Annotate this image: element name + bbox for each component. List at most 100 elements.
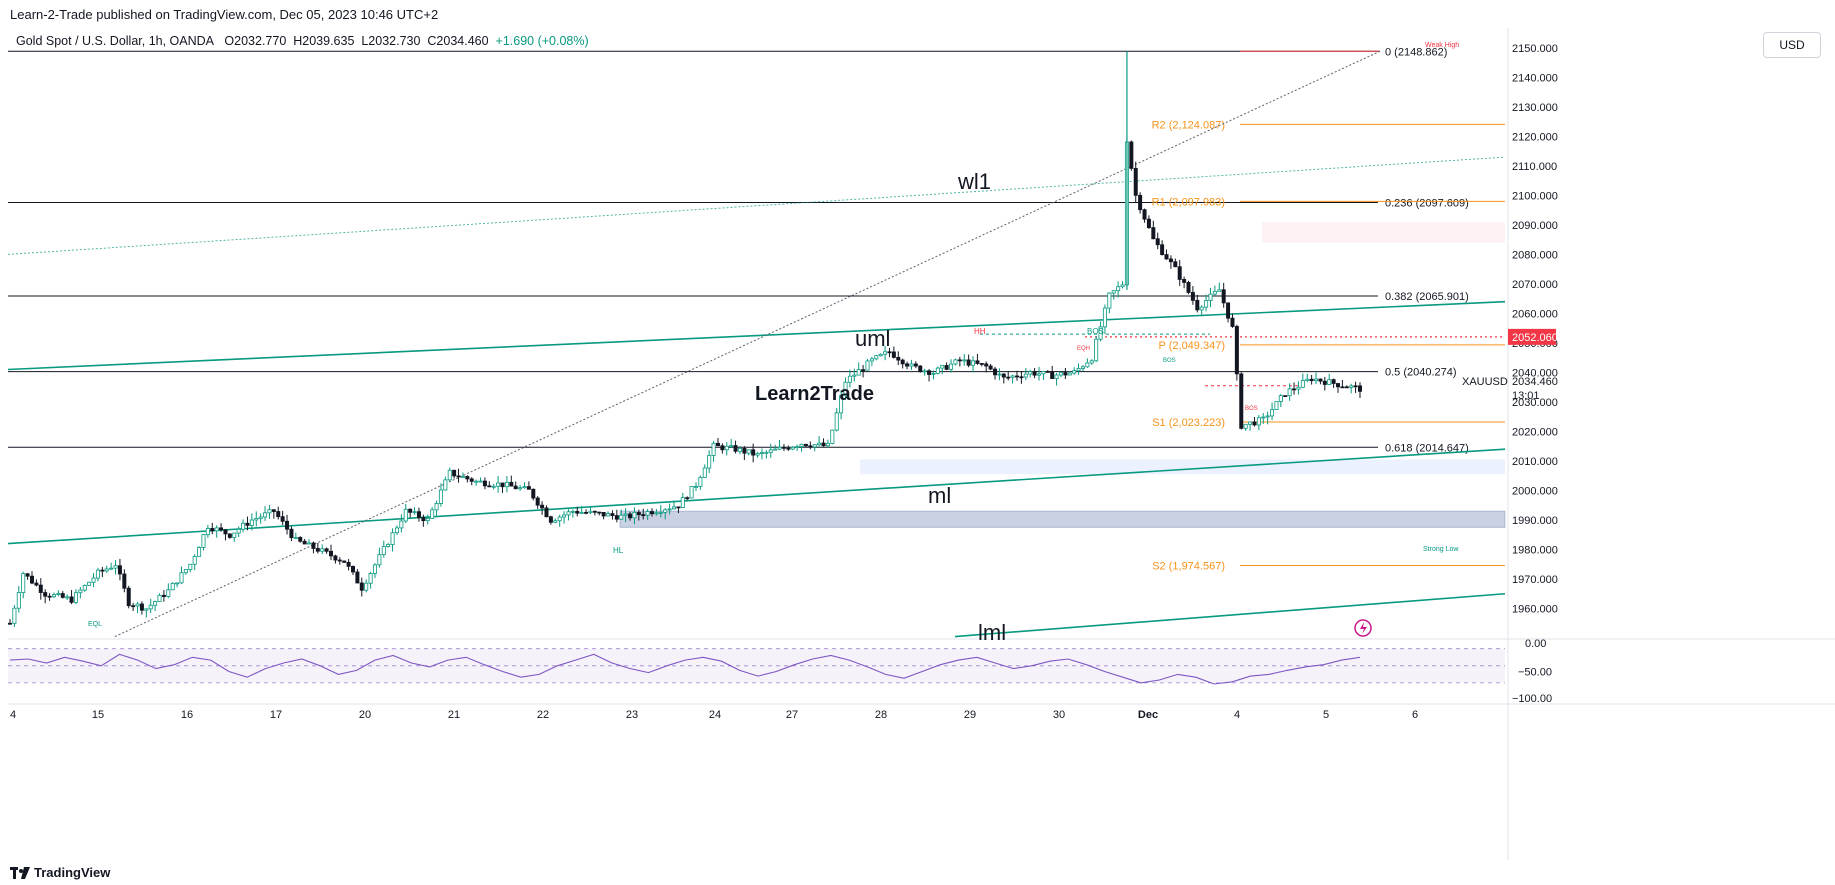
fib-level-label: 0 (2148.862) (1385, 46, 1447, 58)
rsi-tick-label: −100.00 (1512, 693, 1552, 705)
pivot-level-label: S1 (2,023.223) (1152, 417, 1225, 429)
candle-body (236, 528, 241, 534)
candle-body (1023, 373, 1028, 378)
candle-body (768, 449, 773, 453)
candle-body (993, 368, 998, 376)
candle-body (1164, 254, 1169, 260)
candle-body (390, 532, 395, 545)
candle-body (1221, 289, 1226, 304)
candle-body (12, 607, 17, 624)
candle-body (205, 528, 210, 536)
candle-body (1226, 302, 1231, 319)
x-tick-label: 17 (270, 709, 282, 721)
candle-body (1089, 360, 1094, 364)
candle-body (333, 555, 338, 561)
candle-body (1098, 326, 1103, 340)
candle-body (386, 544, 391, 547)
candle-body (650, 511, 655, 515)
candle-body (109, 567, 114, 570)
candle-body (1274, 401, 1279, 410)
watermark-logo: Learn2Trade (755, 383, 874, 405)
candle-body (324, 548, 329, 552)
price-axis: 1960.000 1970.000 1980.000 1990.000 2000.000… (1508, 43, 1558, 615)
candle-body (1182, 279, 1187, 283)
candle-body (430, 509, 435, 519)
candle-body (953, 359, 958, 365)
candle-body (280, 516, 285, 522)
alert-price-tag (1508, 328, 1556, 345)
candle-body (1248, 421, 1253, 425)
candle-body (566, 511, 571, 516)
candle-body (359, 582, 364, 591)
candle-body (693, 485, 698, 488)
tradingview-logo-icon[interactable] (10, 867, 32, 879)
candle-body (922, 370, 927, 373)
candle-body (170, 582, 175, 591)
candle-body (830, 429, 835, 444)
candle-body (852, 374, 857, 377)
candle-body (1336, 383, 1341, 388)
candle-body (16, 592, 21, 609)
bos-red-label: BOS (1245, 406, 1258, 412)
candle-body (808, 445, 813, 448)
candle-body (7, 622, 12, 625)
weak-high-label: Weak High (1425, 42, 1459, 49)
candle-body (1358, 385, 1363, 392)
candle-body (1045, 371, 1050, 373)
candle-body (1168, 258, 1173, 263)
candle-body (311, 542, 316, 549)
candle-body (148, 604, 153, 610)
candle-body (1305, 378, 1310, 381)
candle-body (302, 540, 307, 545)
candle-body (1199, 306, 1204, 311)
candle-body (1243, 423, 1248, 429)
fib-level-label: 0.618 (2014.647) (1385, 442, 1469, 454)
candle-body (1006, 376, 1011, 379)
candle-body (518, 487, 523, 490)
y-tick-label: 2130.000 (1512, 102, 1558, 114)
candle-body (21, 573, 26, 593)
candle-body (865, 360, 870, 371)
eqh-label: EQH (1077, 346, 1090, 352)
candle-body (896, 356, 901, 361)
candle-body (834, 412, 839, 431)
annotations: wl1 uml ml lml Learn2Trade Weak High HH BOS EQH B… (88, 42, 1508, 645)
y-tick-label: 2120.000 (1512, 131, 1558, 143)
chart-area[interactable]: 0 (2148.862) R2 (2,124.087) 0.236 (2097.60… (0, 28, 1835, 860)
candle-body (478, 480, 483, 483)
candle-body (1072, 370, 1077, 374)
trend-lines (7, 50, 1506, 638)
candle-body (135, 603, 140, 607)
candle-body (759, 452, 764, 454)
chart-svg[interactable]: 0 (2148.862) R2 (2,124.087) 0.236 (2097.60… (0, 28, 1835, 860)
candle-body (131, 605, 136, 608)
lightning-bolt-icon (1360, 622, 1367, 634)
candle-body (1160, 244, 1165, 255)
candle-body (214, 527, 219, 532)
candle-body (412, 511, 417, 514)
candle-body (1063, 372, 1068, 376)
candle-body (623, 513, 628, 516)
candle-body (1217, 289, 1222, 292)
upper-median-line (7, 300, 1506, 371)
y-tick-label: 2040.000 (1512, 367, 1558, 379)
candle-body (614, 515, 619, 520)
levels: 0 (2148.862) R2 (2,124.087) 0.236 (2097.60… (8, 46, 1505, 573)
candle-body (496, 482, 501, 487)
footer-brand[interactable]: TradingView (34, 865, 111, 880)
candle-body (781, 446, 786, 449)
candle-body (342, 560, 347, 563)
demand-zone-upper (860, 459, 1505, 475)
candle-body (267, 509, 272, 514)
candle-body (1036, 373, 1041, 376)
candle-body (38, 584, 43, 593)
candle-body (469, 478, 474, 482)
candle-body (337, 559, 342, 562)
candle-body (73, 592, 78, 603)
currency-button[interactable]: USD (1763, 32, 1821, 58)
candle-body (241, 522, 246, 530)
candle-body (1349, 385, 1354, 388)
candle-body (513, 485, 518, 490)
rsi-tick-label: 0.00 (1525, 638, 1546, 650)
candle-body (786, 447, 791, 450)
